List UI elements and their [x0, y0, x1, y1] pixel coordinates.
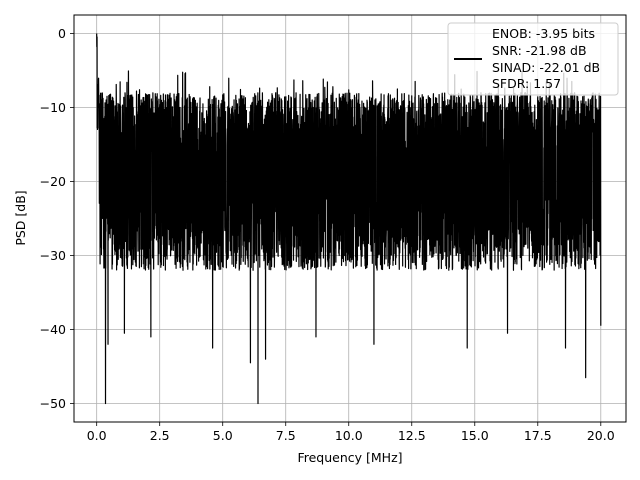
x-tick-label: 5.0	[213, 428, 233, 443]
series-layer	[96, 33, 602, 405]
x-tick-label: 7.5	[276, 428, 296, 443]
legend: ENOB: -3.95 bits SNR: -21.98 dB SINAD: -…	[447, 22, 619, 96]
y-axis: 0 −10 −20 −30 −40 −50	[40, 26, 74, 411]
legend-sinad: SINAD: -22.01 dB	[492, 60, 600, 75]
x-tick-label: 20.0	[587, 428, 615, 443]
x-tick-label: 17.5	[524, 428, 552, 443]
y-tick-label: −10	[40, 100, 66, 115]
x-axis-label: Frequency [MHz]	[297, 450, 402, 465]
x-tick-label: 15.0	[461, 428, 489, 443]
x-tick-label: 2.5	[150, 428, 170, 443]
legend-enob: ENOB: -3.95 bits	[492, 26, 595, 41]
y-axis-label: PSD [dB]	[13, 190, 28, 245]
legend-snr: SNR: -21.98 dB	[492, 43, 587, 58]
y-tick-label: 0	[58, 26, 66, 41]
y-tick-label: −30	[40, 248, 66, 263]
y-tick-label: −20	[40, 174, 66, 189]
x-axis: 0.0 2.5 5.0 7.5 10.0 12.5 15.0 17.5 20.0	[87, 422, 615, 443]
x-tick-label: 0.0	[87, 428, 107, 443]
y-tick-label: −50	[40, 396, 66, 411]
legend-sfdr: SFDR: 1.57	[492, 76, 561, 91]
x-tick-label: 12.5	[398, 428, 426, 443]
plot-frame	[73, 14, 627, 423]
psd-series-line	[96, 33, 602, 405]
x-tick-label: 10.0	[335, 428, 363, 443]
legend-box	[447, 22, 619, 96]
y-tick-label: −40	[40, 322, 66, 337]
